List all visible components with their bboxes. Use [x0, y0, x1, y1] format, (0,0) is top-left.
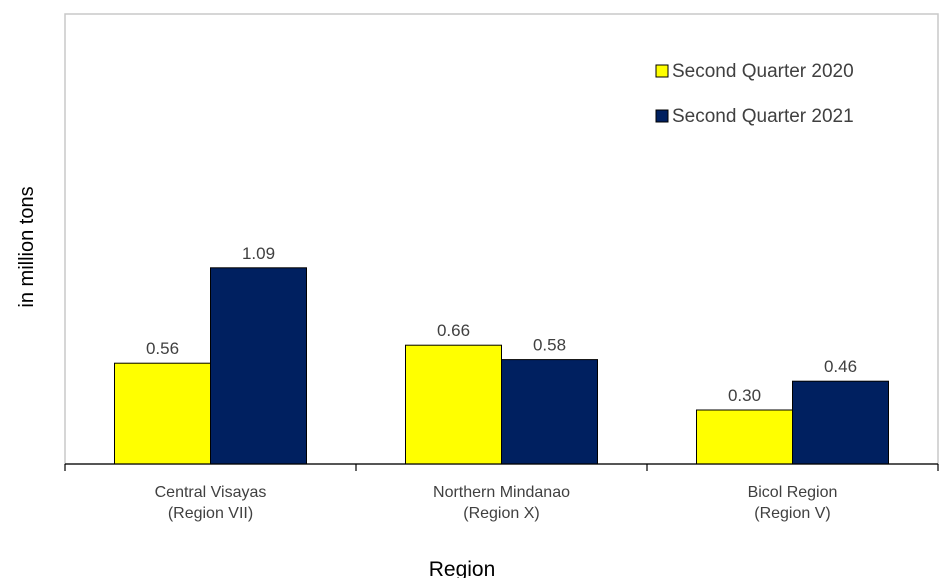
category-label-line: Central Visayas	[155, 484, 267, 501]
bar-2-1	[210, 267, 307, 465]
y-axis-label: in million tons	[16, 186, 38, 307]
legend-swatch	[655, 109, 669, 123]
bar-1-3	[696, 409, 793, 465]
legend-label: Second Quarter 2021	[672, 106, 854, 127]
data-label: 0.66	[437, 321, 470, 340]
category-label-line: (Region X)	[463, 505, 539, 522]
bar-1-2	[405, 344, 502, 465]
bar-1-1	[114, 362, 211, 465]
bar-2-3	[792, 380, 889, 465]
category-label-line: Bicol Region	[748, 484, 838, 501]
category-label: Bicol Region (Region V)	[748, 484, 838, 522]
x-axis-label: Region	[429, 558, 496, 578]
data-label: 1.09	[242, 244, 275, 263]
category-label-line: (Region VII)	[168, 505, 253, 522]
category-labels: Central Visayas (Region VII) Northern Mind…	[155, 484, 838, 522]
legend-swatch	[655, 64, 669, 78]
legend-label: Second Quarter 2020	[672, 61, 854, 82]
data-labels: 0.56 1.09 0.66 0.58 0.30 0.46	[146, 244, 857, 405]
x-axis	[64, 463, 939, 471]
category-label: Central Visayas (Region VII)	[155, 484, 267, 522]
data-label: 0.56	[146, 339, 179, 358]
data-label: 0.30	[728, 386, 761, 405]
bar-2-2	[501, 359, 598, 465]
data-label: 0.46	[824, 357, 857, 376]
bars	[114, 267, 889, 465]
legend: Second Quarter 2020 Second Quarter 2021	[655, 61, 854, 127]
data-label: 0.58	[533, 336, 566, 355]
category-label-line: (Region V)	[754, 505, 830, 522]
category-label: Northern Mindanao (Region X)	[433, 484, 570, 522]
category-label-line: Northern Mindanao	[433, 484, 570, 501]
